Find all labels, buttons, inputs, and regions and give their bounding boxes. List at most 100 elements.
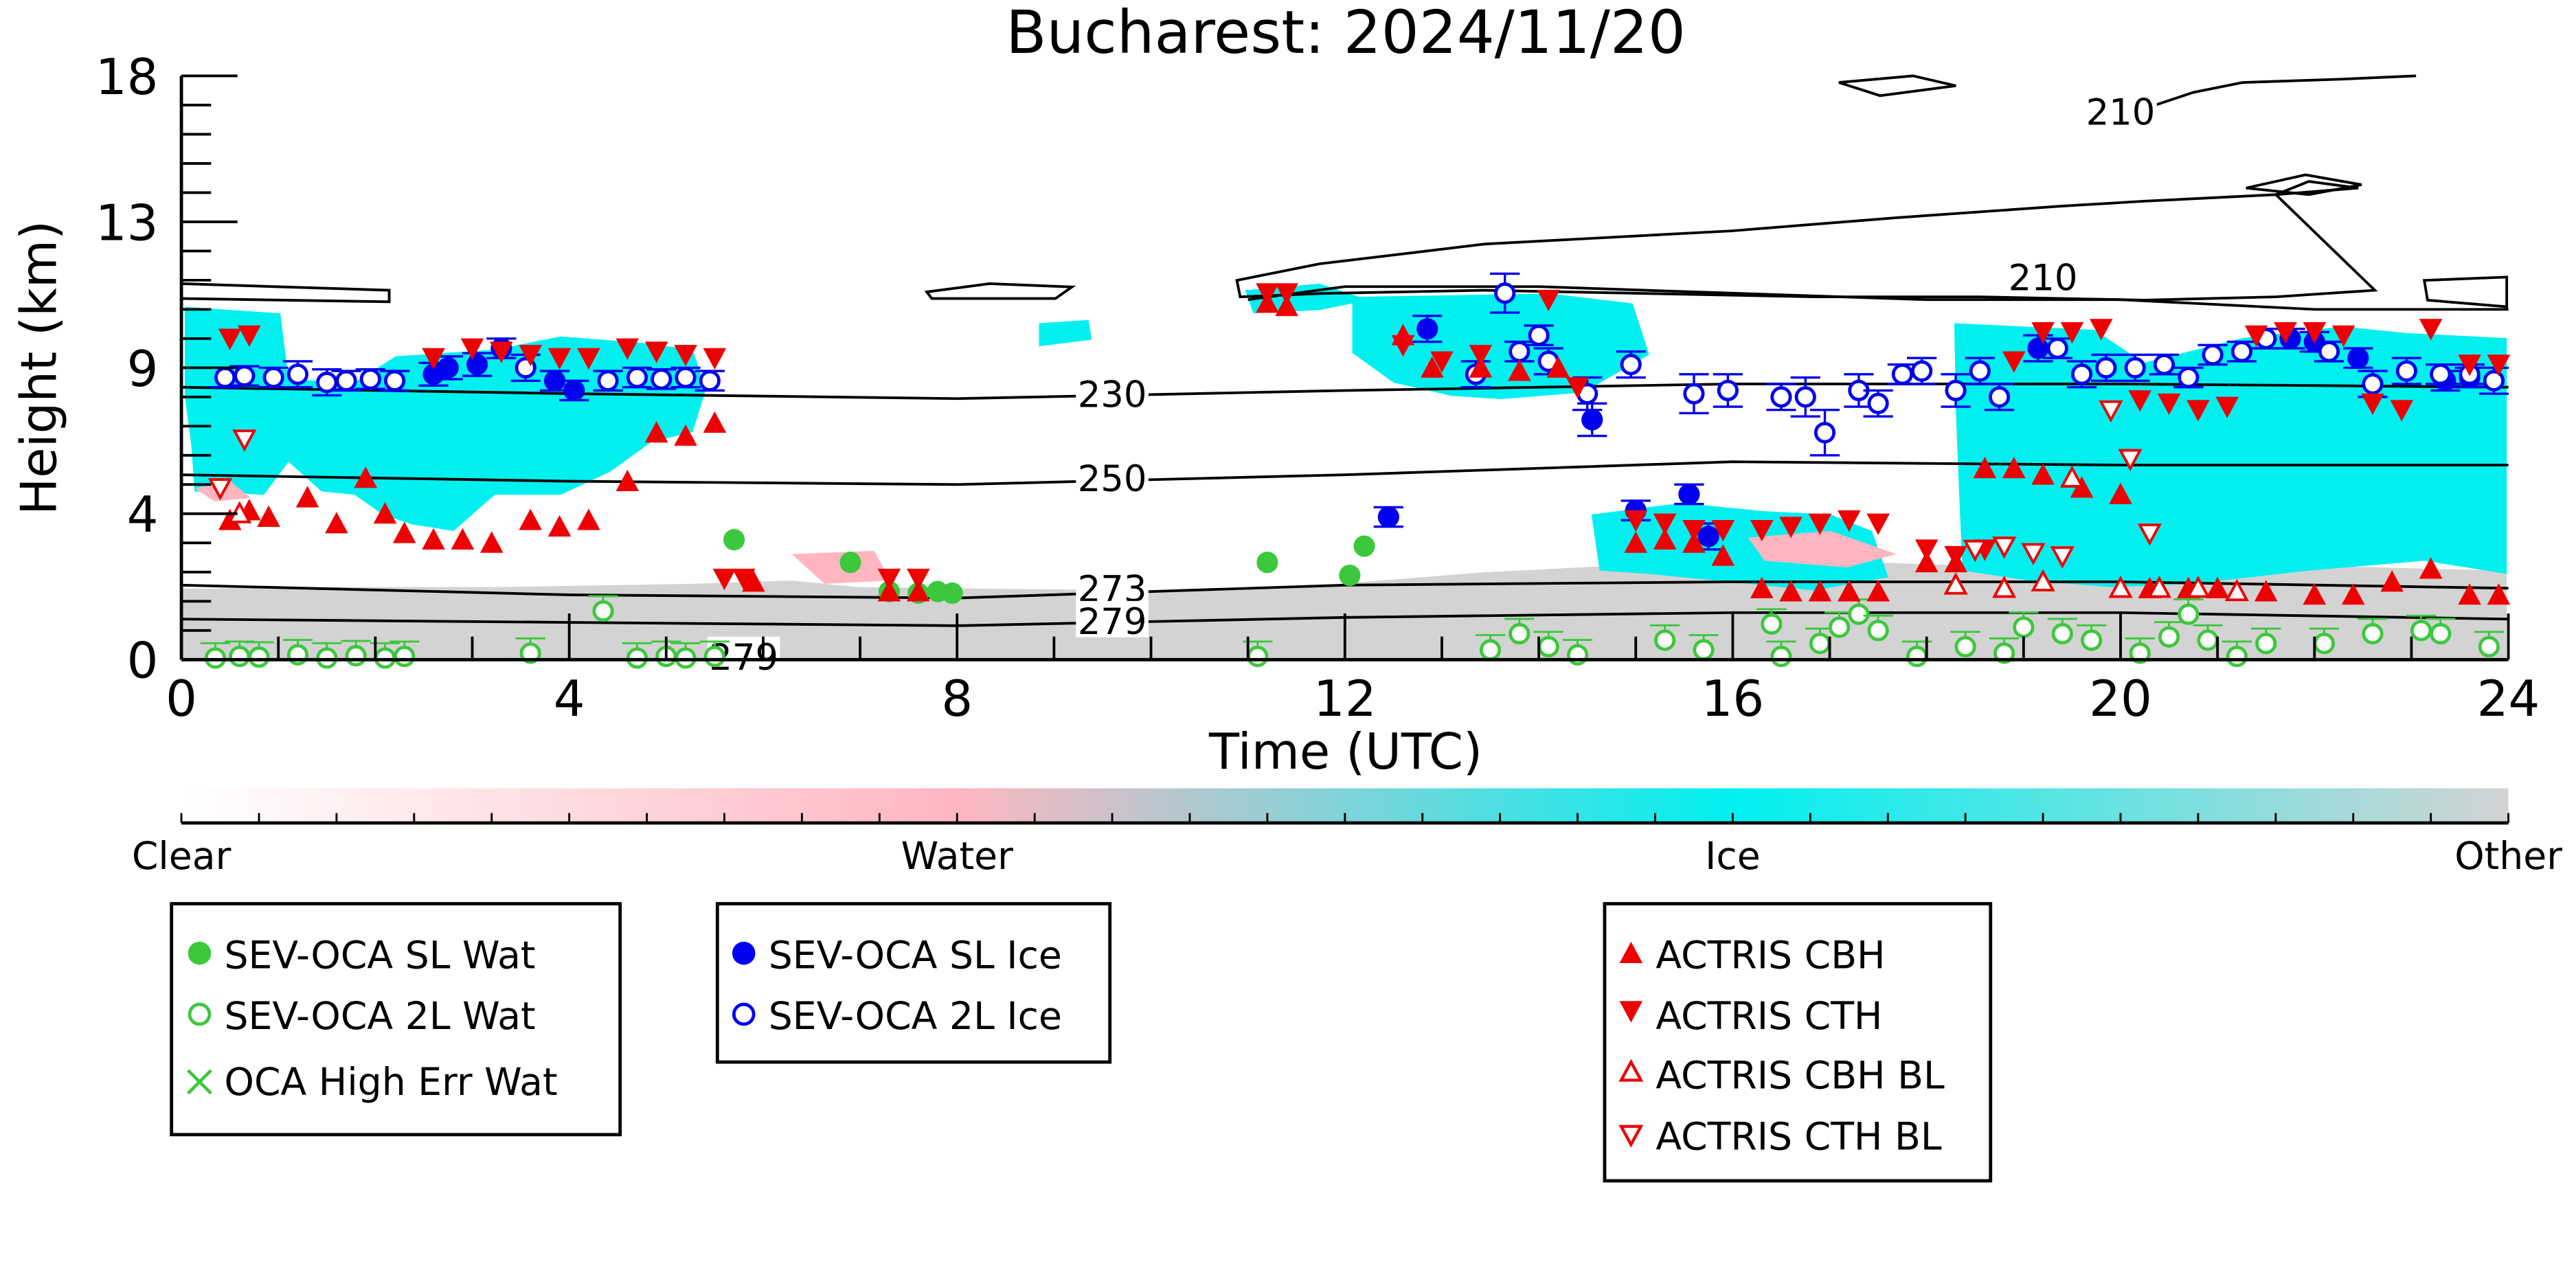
legend-label-2l-ice: SEV-OCA 2L Ice [769,995,1062,1039]
y-tick-label: 13 [95,194,159,251]
marker-sev-oca-2l-wat [1848,603,1870,625]
legend-marker-sl-ice [732,941,756,965]
marker-sev-oca-2l-ice [214,366,236,389]
isotherm-210-contour-3 [1235,180,2378,302]
marker-sev-oca-2l-ice [2070,363,2093,385]
cloud-classification-layer [181,283,2507,660]
isotherm-label-bg [1076,374,1149,411]
legend-water: SEV-OCA SL Wat SEV-OCA 2L Wat OCA High E… [170,902,622,1137]
marker-sev-oca-2l-wat [1993,642,2015,664]
marker-sev-oca-2l-wat [1809,633,1831,655]
marker-actris-cth [218,328,242,350]
colorbar-label: Water [901,835,1013,879]
legend-actris: ACTRIS CBH ACTRIS CTH ACTRIS CBH BL ACTR… [1603,902,1993,1183]
data-markers [200,272,2511,669]
isotherm-label-bg [1076,458,1149,495]
marker-sev-oca-2l-wat [703,645,725,668]
marker-sev-oca-2l-wat [2051,622,2073,645]
x-tick-label: 12 [1313,670,1377,727]
marker-actris-cbh [2341,583,2365,605]
marker-actris-cbh [422,528,445,550]
marker-actris-cbh [1750,576,1774,598]
marker-sev-oca-sl-ice [1697,526,1719,547]
marker-sev-oca-2l-ice [1528,324,1550,346]
marker-actris-cth [1430,351,1454,373]
marker-actris-cth [2244,325,2268,347]
marker-actris-cbh [2458,583,2481,605]
marker-sev-oca-2l-wat [2362,622,2384,645]
isotherm-label-bg [1076,568,1149,605]
marker-sev-oca-sl-ice [1581,409,1603,431]
marker-actris-cbh-bl [2059,465,2085,488]
marker-sev-oca-sl-wat [839,552,861,574]
colorbar-label: Clear [132,835,231,879]
cloud-area-other [181,561,2507,660]
marker-sev-oca-2l-ice [675,366,697,389]
marker-sev-oca-2l-wat [2410,620,2432,642]
marker-sev-oca-2l-wat [592,600,614,622]
marker-actris-cth [422,348,445,370]
marker-actris-cbh [1546,356,1570,378]
y-axis-ticks: 0 4 9 13 18 [95,48,238,690]
marker-actris-cth [703,348,727,370]
marker-actris-cth [1469,345,1493,367]
marker-actris-cbh [451,528,475,550]
marker-sev-oca-2l-wat [1770,645,1792,668]
marker-sev-oca-2l-ice [1814,422,1836,444]
marker-sev-oca-sl-ice [1678,483,1700,506]
cloud-area-ice-1 [184,306,706,532]
marker-actris-cth [1624,510,1648,532]
colorbar-label: Ice [1705,835,1761,879]
marker-actris-cth [490,341,513,363]
marker-sev-oca-2l-wat [345,645,367,667]
marker-actris-cth [712,568,736,591]
cloud-area-ice-3 [1245,283,1369,314]
colorbar-label: Other [2454,835,2562,879]
x-axis-ticks: 0 4 8 12 16 20 24 [166,613,2540,727]
marker-sev-oca-2l-wat [2081,629,2103,651]
marker-actris-cbh [373,502,397,524]
marker-sev-oca-sl-wat [941,582,963,605]
marker-actris-cbh-bl [2224,578,2249,602]
marker-actris-cbh [2002,456,2026,479]
marker-actris-cbh [1508,359,1531,381]
marker-actris-cth [238,325,261,347]
marker-sev-oca-2l-wat [2197,629,2219,651]
y-axis-label: Height (km) [10,221,68,515]
marker-actris-cbh [1682,531,1706,553]
marker-sev-oca-sl-ice [1416,318,1438,340]
marker-sev-oca-2l-ice [286,363,309,385]
marker-actris-cbh [1421,356,1444,378]
marker-actris-cth [2487,354,2511,376]
marker-actris-cth [2215,396,2239,418]
marker-sev-oca-2l-ice [1794,386,1816,408]
y-tick-label: 9 [127,340,159,398]
marker-sev-oca-2l-ice [1770,386,1792,408]
marker-sev-oca-2l-wat [1906,645,1928,668]
isotherm-label: 279 [1078,601,1147,643]
marker-actris-cth [1566,377,1590,399]
cloud-area-water-3 [1748,531,1897,567]
marker-actris-cth [877,568,901,591]
marker-sev-oca-2l-ice [1945,379,1967,402]
marker-actris-cth [674,345,697,367]
marker-sev-oca-sl-ice [466,354,488,376]
marker-sev-oca-2l-wat [2255,633,2277,655]
marker-sev-oca-2l-wat [1954,635,1976,658]
marker-sev-oca-2l-ice [2046,337,2068,359]
marker-sev-oca-2l-ice [359,368,381,390]
marker-sev-oca-2l-wat [2313,633,2335,655]
marker-sev-oca-2l-wat [2158,626,2180,648]
marker-actris-cbh-bl [1943,572,1968,595]
marker-actris-cth [1944,545,1967,568]
marker-actris-cth [2031,322,2055,344]
isotherm-210-outlines [181,74,2509,308]
marker-actris-cbh [703,411,727,433]
marker-actris-cth [1837,510,1861,532]
marker-actris-cth [1711,520,1735,542]
isotherm-label-bg [1076,600,1149,637]
isotherm-250-line [181,460,2509,486]
marker-sev-oca-sl-ice [437,357,459,379]
marker-actris-cth-bl [2050,546,2075,569]
